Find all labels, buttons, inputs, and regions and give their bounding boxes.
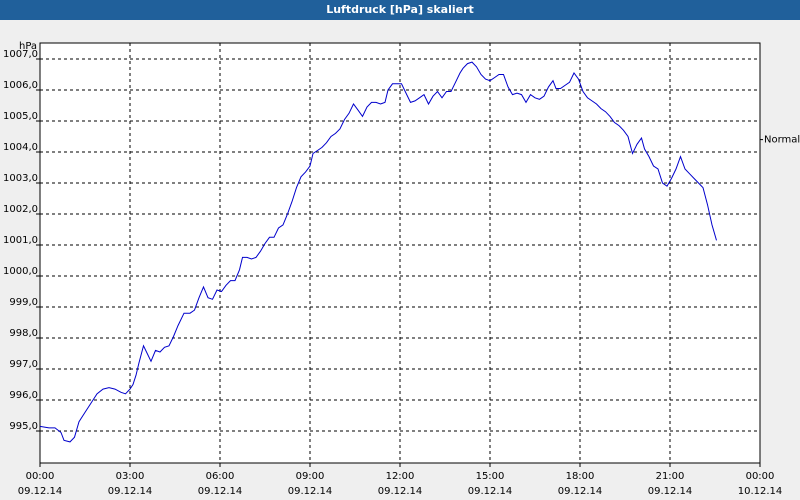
x-tick-time: 00:00 <box>746 471 775 482</box>
x-tick-date: 09.12.14 <box>378 486 423 497</box>
y-tick-label: 1007,0 <box>3 49 38 60</box>
y-tick-label: 997,0 <box>9 359 38 370</box>
y-tick-label: 996,0 <box>9 390 38 401</box>
y-tick-label: 1000,0 <box>3 266 38 277</box>
y-tick-label: 1006,0 <box>3 80 38 91</box>
x-tick-date: 09.12.14 <box>198 486 243 497</box>
y-tick-label: 1001,0 <box>3 235 38 246</box>
y-tick-label: 999,0 <box>9 297 38 308</box>
x-tick-time: 18:00 <box>566 471 595 482</box>
x-tick-time: 15:00 <box>476 471 505 482</box>
x-tick-date: 09.12.14 <box>108 486 153 497</box>
x-tick-time: 00:00 <box>26 471 55 482</box>
pressure-series-line <box>39 61 717 443</box>
y-tick-label: 1002,0 <box>3 204 38 215</box>
x-tick-time: 12:00 <box>386 471 415 482</box>
x-tick-date: 09.12.14 <box>468 486 513 497</box>
x-tick-time: 03:00 <box>116 471 145 482</box>
pressure-chart: 995,0 996,0 997,0 998,0 999,0 1000,0 1001,0 100… <box>3 41 800 497</box>
y-tick-label: 1003,0 <box>3 173 38 184</box>
grid-lines <box>40 43 760 463</box>
y-tick-label: 1005,0 <box>3 111 38 122</box>
x-tick-date: 09.12.14 <box>648 486 693 497</box>
x-tick-date: 10.12.14 <box>738 486 783 497</box>
x-tick-date: 09.12.14 <box>288 486 333 497</box>
x-tick-time: 09:00 <box>296 471 325 482</box>
x-tick-time: 06:00 <box>206 471 235 482</box>
normal-reference-label: Normal <box>764 135 800 146</box>
x-tick-date: 09.12.14 <box>18 486 63 497</box>
x-tick-date: 09.12.14 <box>558 486 603 497</box>
y-axis-unit: hPa <box>19 41 37 52</box>
window-title: Luftdruck [hPa] skaliert <box>0 0 800 20</box>
y-tick-label: 1004,0 <box>3 142 38 153</box>
y-tick-label: 998,0 <box>9 328 38 339</box>
x-axis-ticks: 00:00 09.12.14 03:00 09.12.14 06:00 09.12.14 0… <box>18 463 783 497</box>
y-axis-ticks: 995,0 996,0 997,0 998,0 999,0 1000,0 1001,0 100… <box>3 49 40 432</box>
x-tick-time: 21:00 <box>656 471 685 482</box>
y-tick-label: 995,0 <box>9 421 38 432</box>
